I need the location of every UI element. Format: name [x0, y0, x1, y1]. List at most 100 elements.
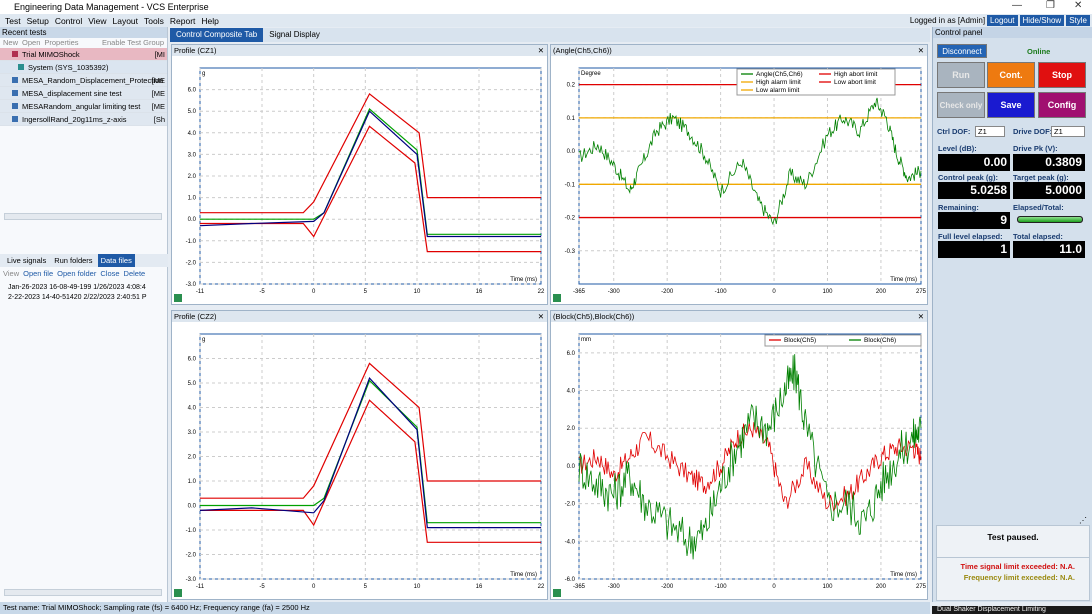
system-item[interactable]: System (SYS_1035392) [0, 61, 167, 74]
menu-setup[interactable]: Setup [26, 15, 49, 26]
control-peak-value: 5.0258 [938, 182, 1010, 199]
logged-in-label: Logged in as [Admin] [909, 15, 986, 25]
menu-report[interactable]: Report [169, 15, 196, 26]
close-panel-icon[interactable]: ✕ [537, 312, 544, 321]
close-panel-icon[interactable]: ✕ [537, 46, 544, 55]
view-button[interactable]: View [3, 269, 20, 278]
x-tick-label: -5 [259, 584, 265, 590]
series-line [200, 125, 541, 253]
ctrl-dof-label: Ctrl DOF: [937, 127, 971, 136]
run-button[interactable]: Run [937, 62, 985, 88]
y-tick-label: 6.0 [188, 357, 197, 363]
remaining-label: Remaining: [938, 203, 979, 212]
legend-box [764, 334, 922, 347]
new-button[interactable]: New [3, 38, 19, 47]
profile-cz1-panel: Profile (CZ1) ✕ -11 -5 0 5 10 16 22 -3.0 -2.0 -1.0… [171, 44, 548, 305]
legend-item: High alarm limit [756, 79, 801, 86]
menu-control[interactable]: Control [54, 15, 83, 26]
style-button[interactable]: Style [1066, 14, 1090, 26]
hide-show-button[interactable]: Hide/Show [1019, 14, 1065, 26]
x-tick-label: 0 [312, 289, 316, 295]
y-tick-label: -4.0 [565, 539, 576, 545]
tab-data-files[interactable]: Data files [97, 254, 135, 267]
y-unit-label: g [202, 71, 205, 77]
series-line [578, 422, 922, 512]
y-tick-label: 2.0 [567, 426, 576, 432]
x-tick-label: -365 [573, 584, 586, 590]
enable-test-group-button[interactable]: Enable Test Group [102, 38, 164, 47]
close-panel-icon[interactable]: ✕ [917, 46, 924, 55]
continue-button[interactable]: Cont. [987, 62, 1035, 88]
y-tick-label: -1.0 [186, 528, 197, 534]
y-tick-label: 0.1 [567, 116, 576, 122]
ctrl-dof-select[interactable]: Z1 [975, 126, 1005, 137]
properties-button[interactable]: Properties [44, 38, 79, 47]
open-folder-button[interactable]: Open folder [57, 269, 97, 278]
y-tick-label: 1.0 [188, 196, 197, 202]
test-item[interactable]: MESA_displacement sine test [ME [0, 87, 167, 100]
test-item[interactable]: Trial MIMOShock [MI [0, 48, 167, 61]
x-tick-label: 10 [414, 289, 421, 295]
test-item[interactable]: MESARandom_angular limiting test [ME [0, 100, 167, 113]
x-tick-label: 275 [916, 584, 927, 590]
tab-run-folders[interactable]: Run folders [54, 256, 93, 265]
menu-tools[interactable]: Tools [144, 15, 164, 26]
disconnect-button[interactable]: Disconnect [937, 44, 987, 58]
block-panel: (Block(Ch5),Block(Ch6)) ✕ -365 -300 -200 -10… [550, 310, 928, 600]
file-row[interactable]: 2-22-2023 14-40-51420 2/22/2023 2:40:51 … [8, 294, 147, 301]
menu-layout[interactable]: Layout [112, 15, 139, 26]
logout-button[interactable]: Logout [987, 14, 1018, 26]
series-line [578, 97, 922, 226]
panel-title: Profile (CZ2) [174, 312, 217, 321]
legend: Block(Ch5) Block(Ch6) [764, 334, 922, 347]
x-tick-label: -5 [259, 289, 265, 295]
x-tick-label: 200 [876, 289, 887, 295]
elapsed-progress-bar [1017, 216, 1083, 223]
menu-help[interactable]: Help [201, 15, 219, 26]
x-tick-label: 22 [538, 289, 545, 295]
window-title: Engineering Data Management - VCS Enterp… [14, 2, 209, 12]
target-peak-value: 5.0000 [1013, 182, 1085, 199]
test-item[interactable]: MESA_Random_Displacement_Protection [ME [0, 74, 167, 87]
test-message: Test paused. [936, 525, 1090, 559]
y-tick-label: 6.0 [188, 88, 197, 94]
tab-signal-display[interactable]: Signal Display [269, 30, 320, 39]
status-bar: Test name: Trial MIMOShock; Sampling rat… [0, 602, 930, 614]
save-button[interactable]: Save [987, 92, 1035, 118]
config-button[interactable]: Config [1038, 92, 1086, 118]
legend-item: Low alarm limit [756, 87, 800, 94]
x-tick-label: 0 [312, 584, 316, 590]
delete-button[interactable]: Delete [123, 269, 146, 278]
drive-dof-select[interactable]: Z1 [1051, 126, 1085, 137]
close-panel-icon[interactable]: ✕ [917, 312, 924, 321]
minimize-icon[interactable]: — [1012, 0, 1022, 11]
test-item[interactable]: IngersollRand_20g11ms_z-axis [Sh [0, 113, 167, 126]
check-only-button[interactable]: Check only [937, 92, 985, 118]
menu-view[interactable]: View [88, 15, 107, 26]
menu-test[interactable]: Test [5, 15, 21, 26]
tab-live-signals[interactable]: Live signals [7, 256, 47, 265]
x-tick-label: -365 [573, 289, 586, 295]
chart-options-icon [174, 589, 182, 597]
stop-button[interactable]: Stop [1038, 62, 1086, 88]
y-tick-label: 5.0 [188, 109, 197, 115]
x-tick-label: 5 [364, 289, 368, 295]
limit-status-box: Time signal limit exceeded: N.A. Frequen… [936, 557, 1090, 601]
y-tick-label: -0.1 [565, 182, 576, 188]
file-row[interactable]: Jan-26-2023 16-08-49-199 1/26/2023 4:08:… [8, 284, 146, 291]
test-icon [12, 103, 18, 109]
x-tick-label: 0 [772, 584, 776, 590]
elapsed-progress-fill [1018, 217, 1082, 222]
open-button[interactable]: Open [22, 38, 41, 47]
horizontal-scrollbar[interactable] [4, 213, 162, 220]
open-file-button[interactable]: Open file [23, 269, 54, 278]
horizontal-scrollbar[interactable] [4, 589, 162, 596]
y-tick-label: -3.0 [186, 577, 197, 583]
maximize-icon[interactable]: ❐ [1046, 0, 1055, 11]
tab-control-composite[interactable]: Control Composite Tab [170, 28, 264, 42]
legend-item: Low abort limit [834, 79, 876, 86]
close-button[interactable]: Close [100, 269, 120, 278]
y-tick-label: 4.0 [188, 131, 197, 137]
resize-grip-icon[interactable]: ⋰ [1079, 516, 1087, 525]
close-icon[interactable]: ✕ [1074, 0, 1083, 11]
